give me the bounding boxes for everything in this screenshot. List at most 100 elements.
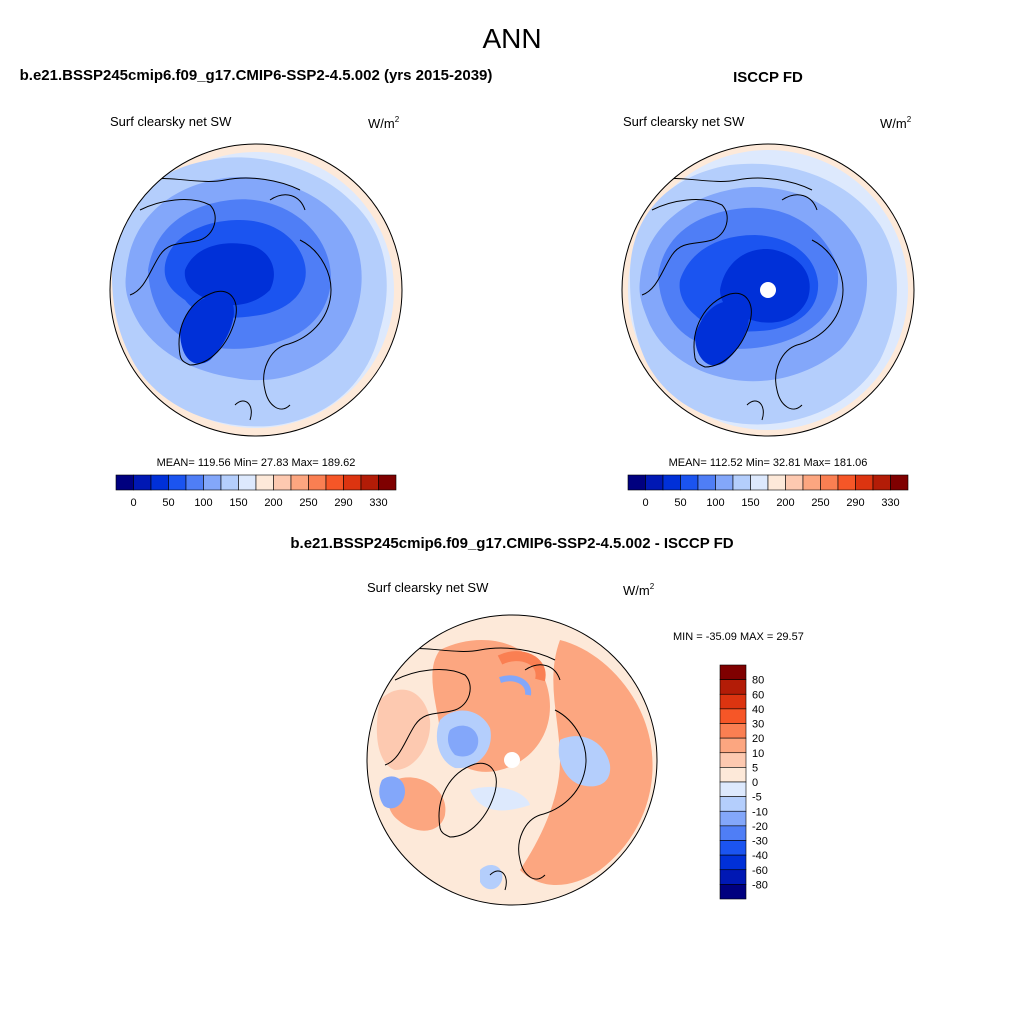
colorbar-difference-tick-label: 40: [752, 704, 764, 716]
colorbar-model-swatch: [273, 474, 292, 491]
colorbar-difference-tick-label: 10: [752, 748, 764, 760]
panel-diff: b.e21.BSSP245cmip6.f09_g17.CMIP6-SSP2-4.…: [290, 535, 804, 906]
panel-diff-variable: Surf clearsky net SW: [367, 580, 489, 595]
colorbar-model-swatch: [343, 474, 362, 491]
colorbar-difference-tick-label: 30: [752, 719, 764, 731]
colorbar-obs-swatch: [715, 474, 734, 491]
colorbar-difference-tick-label: -30: [752, 836, 768, 848]
colorbar-model-swatch: [255, 474, 274, 491]
colorbar-obs-swatch: [837, 474, 856, 491]
colorbar-model-tick-label: 250: [299, 497, 317, 509]
panel-diff-map-border: [366, 614, 658, 906]
colorbar-model-tick-label: 150: [229, 497, 247, 509]
colorbar-model-tick-label: 50: [162, 497, 174, 509]
panel-obs-map-border: [621, 143, 915, 437]
figure-title: ANN: [482, 23, 541, 54]
panel-obs-coastlines: [641, 177, 844, 421]
colorbar-model-tick-label: 200: [264, 497, 282, 509]
colorbar-obs-swatch: [680, 474, 699, 491]
colorbar-difference-swatch: [719, 664, 747, 680]
colorbar-model-swatch: [325, 474, 344, 491]
panel-diff-title: b.e21.BSSP245cmip6.f09_g17.CMIP6-SSP2-4.…: [290, 535, 733, 552]
panel-model-coastlines: [129, 177, 332, 421]
colorbar-model-swatch: [308, 474, 327, 491]
colorbar-model-swatch: [185, 474, 204, 491]
colorbar-obs-swatch: [645, 474, 664, 491]
colorbar-obs-swatch: [750, 474, 769, 491]
panel-model: b.e21.BSSP245cmip6.f09_g17.CMIP6-SSP2-4.…: [20, 67, 493, 509]
colorbar-difference-swatch: [719, 679, 747, 695]
colorbar-difference-swatch: [719, 825, 747, 841]
colorbar-model-swatch: [115, 474, 134, 491]
panel-diff-pole-hole: [504, 752, 520, 768]
colorbar-model-swatch: [133, 474, 152, 491]
colorbar-difference-swatch: [719, 767, 747, 783]
colorbar-obs-swatch: [872, 474, 891, 491]
colorbar-obs-swatch: [855, 474, 874, 491]
colorbar-difference-swatch: [719, 810, 747, 827]
colorbar-obs-swatch: [890, 474, 909, 491]
colorbar-difference-swatch: [719, 869, 747, 885]
colorbar-obs-swatch: [662, 474, 681, 491]
panel-diff-units: W/m2: [623, 582, 655, 598]
colorbar-obs-swatch: [627, 474, 646, 491]
colorbar-model: 0 50 100 150 200 250 290 330: [115, 474, 397, 509]
panel-diff-stats: MIN = -35.09 MAX = 29.57: [673, 631, 804, 643]
panel-model-map: [110, 144, 402, 436]
colorbar-model-tick-label: 290: [334, 497, 352, 509]
colorbar-difference-swatch: [719, 708, 747, 724]
panel-obs-title: ISCCP FD: [733, 69, 803, 86]
colorbar-obs-tick-label: 290: [846, 497, 864, 509]
panel-model-title: b.e21.BSSP245cmip6.f09_g17.CMIP6-SSP2-4.…: [20, 67, 493, 84]
colorbar-obs-tick-label: 50: [674, 497, 686, 509]
panel-obs-units: W/m2: [880, 115, 912, 131]
colorbar-difference-tick-label: -40: [752, 850, 768, 862]
colorbar-obs-tick-label: 100: [706, 497, 724, 509]
panel-diff-map: [367, 615, 657, 905]
colorbar-model-swatch: [220, 474, 239, 491]
colorbar-difference-swatch: [719, 781, 747, 797]
colorbar-difference-swatch: [719, 796, 747, 812]
colorbar-difference-swatch: [719, 884, 747, 900]
panel-obs-map: [622, 144, 914, 436]
colorbar-difference-tick-label: -10: [752, 806, 768, 818]
colorbar-obs-swatch: [732, 474, 751, 491]
colorbar-difference-tick-label: 5: [752, 762, 758, 774]
colorbar-model-swatch: [168, 474, 187, 491]
colorbar-model-swatch: [360, 474, 379, 491]
panel-model-stats: MEAN= 119.56 Min= 27.83 Max= 189.62: [157, 457, 356, 469]
colorbar-model-tick-label: 330: [369, 497, 387, 509]
colorbar-obs-tick-label: 150: [741, 497, 759, 509]
colorbar-difference-tick-label: 20: [752, 733, 764, 745]
colorbar-obs-swatch: [767, 474, 786, 491]
colorbar-model-swatch: [290, 474, 309, 491]
colorbar-model-swatch: [238, 474, 257, 491]
colorbar-model-swatch: [150, 474, 169, 491]
colorbar-obs-tick-label: 0: [642, 497, 648, 509]
panel-obs-variable: Surf clearsky net SW: [623, 114, 745, 129]
colorbar-model-swatch: [203, 474, 222, 491]
panel-diff-coastlines: [384, 647, 587, 891]
colorbar-difference-tick-label: -80: [752, 879, 768, 891]
colorbar-difference-swatch: [719, 840, 747, 856]
colorbar-difference-swatch: [719, 693, 747, 710]
colorbar-difference-swatch: [719, 752, 747, 768]
panel-model-units: W/m2: [368, 115, 400, 131]
colorbar-difference-tick-label: 0: [752, 777, 758, 789]
panel-obs-stats: MEAN= 112.52 Min= 32.81 Max= 181.06: [669, 457, 868, 469]
colorbar-obs-swatch: [802, 474, 821, 491]
colorbar-obs-swatch: [785, 474, 804, 491]
colorbar-obs-swatch: [820, 474, 839, 491]
colorbar-model-swatch: [378, 474, 397, 491]
panel-model-map-border: [109, 143, 403, 437]
panel-model-variable: Surf clearsky net SW: [110, 114, 232, 129]
colorbar-difference-tick-label: -20: [752, 821, 768, 833]
colorbar-difference-tick-label: 60: [752, 689, 764, 701]
panel-obs: ISCCP FD Surf clearsky net SW W/m2 MEAN=…: [621, 69, 915, 509]
colorbar-obs-tick-label: 250: [811, 497, 829, 509]
colorbar-obs-swatch: [697, 474, 716, 491]
colorbar-model-tick-label: 100: [194, 497, 212, 509]
panel-obs-pole-hole: [760, 282, 776, 298]
colorbar-difference-swatch: [719, 737, 747, 754]
